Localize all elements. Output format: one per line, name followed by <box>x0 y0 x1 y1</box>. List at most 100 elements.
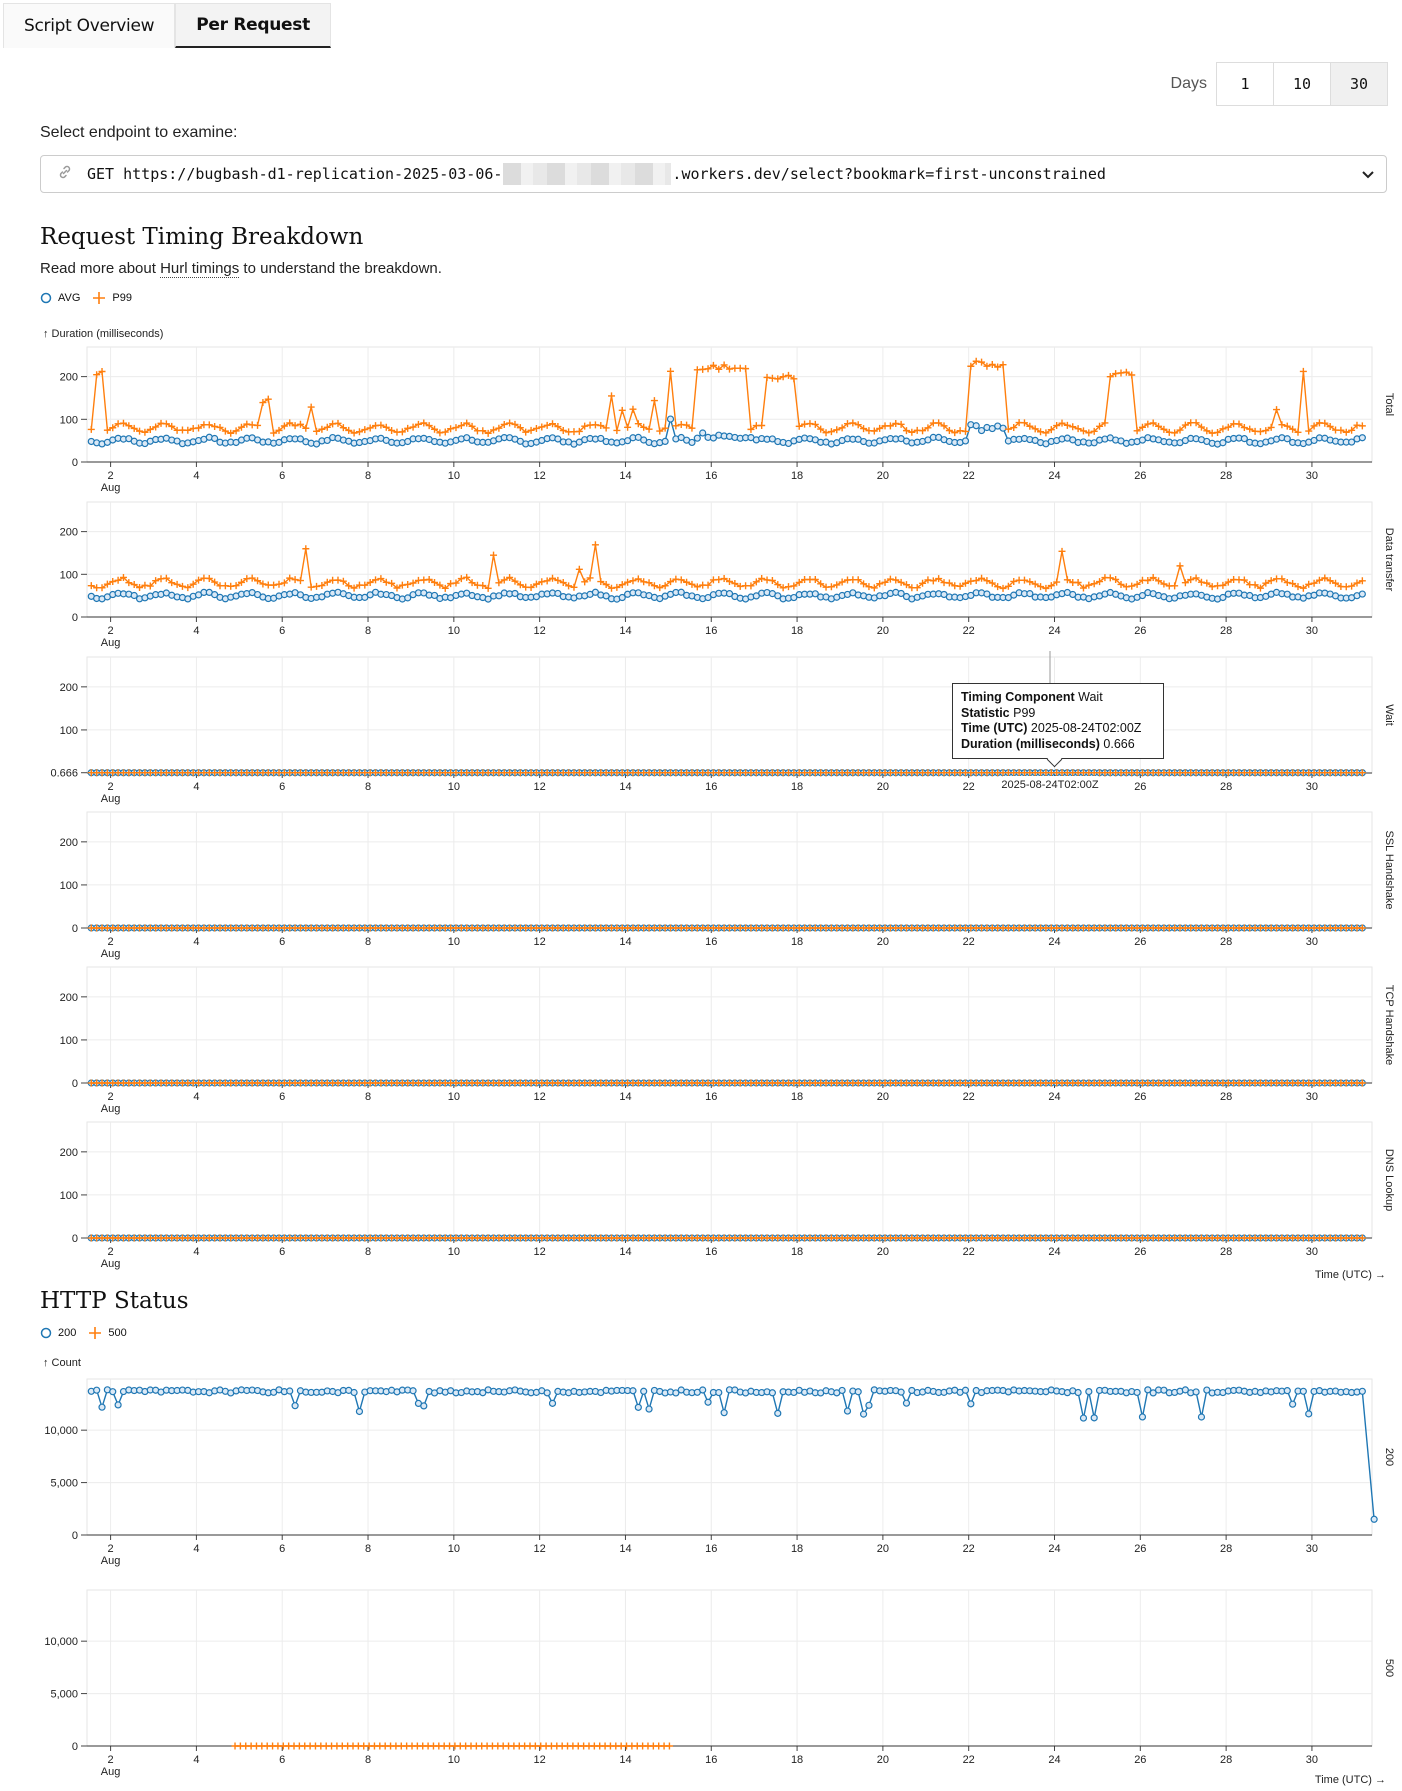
x-tick-sublabel: Aug <box>101 637 121 649</box>
data-point <box>98 1403 106 1411</box>
data-point <box>1294 428 1302 436</box>
data-point <box>109 424 117 432</box>
x-tick-label: 24 <box>1048 1091 1060 1103</box>
data-point <box>495 592 503 600</box>
facet-label: SSL Handshake <box>1383 830 1395 909</box>
days-1-button[interactable]: 1 <box>1216 62 1274 106</box>
y-tick-label: 100 <box>60 569 78 581</box>
data-point <box>430 591 439 600</box>
data-point <box>554 423 562 431</box>
data-point <box>1283 1387 1291 1395</box>
data-point <box>618 593 626 602</box>
data-point <box>1235 420 1243 428</box>
data-point <box>366 424 374 432</box>
data-point <box>195 424 203 432</box>
data-point <box>1219 439 1227 447</box>
data-point <box>720 575 728 583</box>
facet-label: Total <box>1383 393 1395 416</box>
x-tick-label: 20 <box>877 625 889 637</box>
x-tick-label: 2 <box>108 936 114 948</box>
timing-y-axis-title: ↑ Duration (milliseconds) <box>43 328 163 340</box>
days-30-button[interactable]: 30 <box>1330 62 1388 106</box>
data-point <box>291 576 299 584</box>
data-point <box>554 576 562 584</box>
data-point <box>597 422 605 430</box>
data-point <box>420 1402 428 1410</box>
y-tick-label: 5,000 <box>50 1689 78 1701</box>
data-point <box>1326 577 1334 585</box>
data-point <box>1299 367 1307 375</box>
data-point <box>431 425 439 433</box>
data-point <box>125 422 133 430</box>
data-point <box>103 580 111 588</box>
data-point <box>1267 423 1275 431</box>
data-point <box>286 574 294 582</box>
data-point <box>431 578 439 586</box>
data-point <box>270 581 278 589</box>
data-point <box>843 420 851 428</box>
series-line-200 <box>91 1388 1375 1520</box>
legend-item-500: 500 <box>88 1326 127 1340</box>
data-point <box>892 419 900 427</box>
data-point <box>549 574 557 582</box>
endpoint-select[interactable]: GET https://bugbash-d1-replication-2025-… <box>40 155 1387 193</box>
data-point <box>720 361 728 369</box>
data-point <box>1278 575 1286 583</box>
data-point <box>961 579 969 587</box>
data-point <box>532 424 540 432</box>
data-point <box>667 578 675 586</box>
data-point <box>1085 429 1093 437</box>
data-point <box>264 395 272 403</box>
x-tick-label: 18 <box>791 625 803 637</box>
data-point <box>152 577 160 585</box>
data-point <box>886 575 894 583</box>
series-markers-p99 <box>87 357 1366 437</box>
data-point <box>656 427 664 435</box>
data-point <box>790 375 798 383</box>
data-point <box>468 579 476 587</box>
data-point <box>827 583 835 591</box>
x-tick-sublabel: Aug <box>101 1555 121 1567</box>
data-point <box>779 584 787 592</box>
data-point <box>897 1388 905 1396</box>
plus-icon <box>93 292 106 304</box>
data-point <box>1144 420 1152 428</box>
data-point <box>618 406 626 414</box>
data-point <box>275 426 283 434</box>
data-point <box>221 427 229 435</box>
tab-script-overview[interactable]: Script Overview <box>3 3 176 48</box>
data-point <box>704 581 712 589</box>
x-tick-label: 16 <box>705 1246 717 1258</box>
data-point <box>98 368 106 376</box>
hurl-timings-link[interactable]: Hurl timings <box>160 260 240 278</box>
data-point <box>763 373 771 381</box>
data-point <box>790 593 798 602</box>
x-tick-label: 6 <box>279 1091 285 1103</box>
series-markers-p99 <box>87 1234 1366 1242</box>
days-selector: Days 1 10 30 <box>1161 62 1388 106</box>
series-markers-200 <box>87 1386 1378 1523</box>
data-point <box>516 581 524 589</box>
x-tick-label: 6 <box>279 781 285 793</box>
data-point <box>624 437 632 445</box>
x-tick-label: 16 <box>705 625 717 637</box>
data-point <box>1090 580 1098 588</box>
data-point <box>945 426 953 434</box>
data-point <box>919 579 927 587</box>
x-tick-label: 24 <box>1048 1543 1060 1555</box>
data-point <box>296 435 305 443</box>
y-tick-label: 100 <box>60 1190 78 1202</box>
data-point <box>130 581 138 589</box>
data-point <box>876 424 884 432</box>
data-point <box>1074 425 1082 433</box>
data-point <box>1128 371 1136 379</box>
tab-per-request[interactable]: Per Request <box>175 3 331 48</box>
data-point <box>747 425 755 433</box>
x-tick-label: 30 <box>1306 1754 1318 1766</box>
data-point <box>886 422 894 430</box>
timing-x-axis-title: Time (UTC) → <box>1315 1269 1386 1281</box>
data-point <box>1283 435 1291 443</box>
x-tick-label: 2 <box>108 625 114 637</box>
